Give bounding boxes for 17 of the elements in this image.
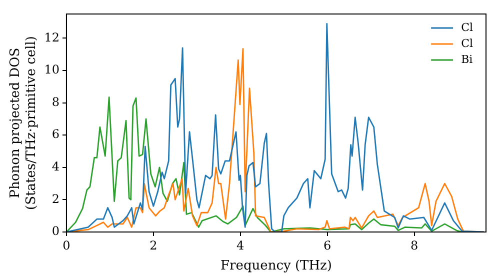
- y-tick-label: 6: [52, 127, 60, 142]
- y-tick-label: 2: [52, 192, 60, 206]
- y-tick-label: 12: [44, 30, 60, 44]
- legend-label: Cl: [461, 20, 474, 34]
- y-tick-label: 8: [52, 94, 60, 109]
- y-tick-label: 0: [52, 224, 60, 238]
- y-tick-label: 4: [52, 160, 60, 174]
- y-tick-label: 10: [44, 62, 60, 77]
- legend-label: Cl: [461, 36, 474, 50]
- legend-label: Bi: [461, 52, 474, 66]
- x-tick-label: 8: [410, 238, 418, 252]
- x-tick-label: 2: [150, 238, 158, 252]
- x-tick-label: 0: [62, 238, 70, 252]
- x-tick-label: 4: [236, 238, 245, 252]
- y-axis-title: Phonon projected DOS (States/THz·primitive cell): [8, 36, 39, 210]
- x-axis-title: Frequency (THz): [220, 258, 332, 274]
- x-tick-label: 6: [323, 238, 332, 252]
